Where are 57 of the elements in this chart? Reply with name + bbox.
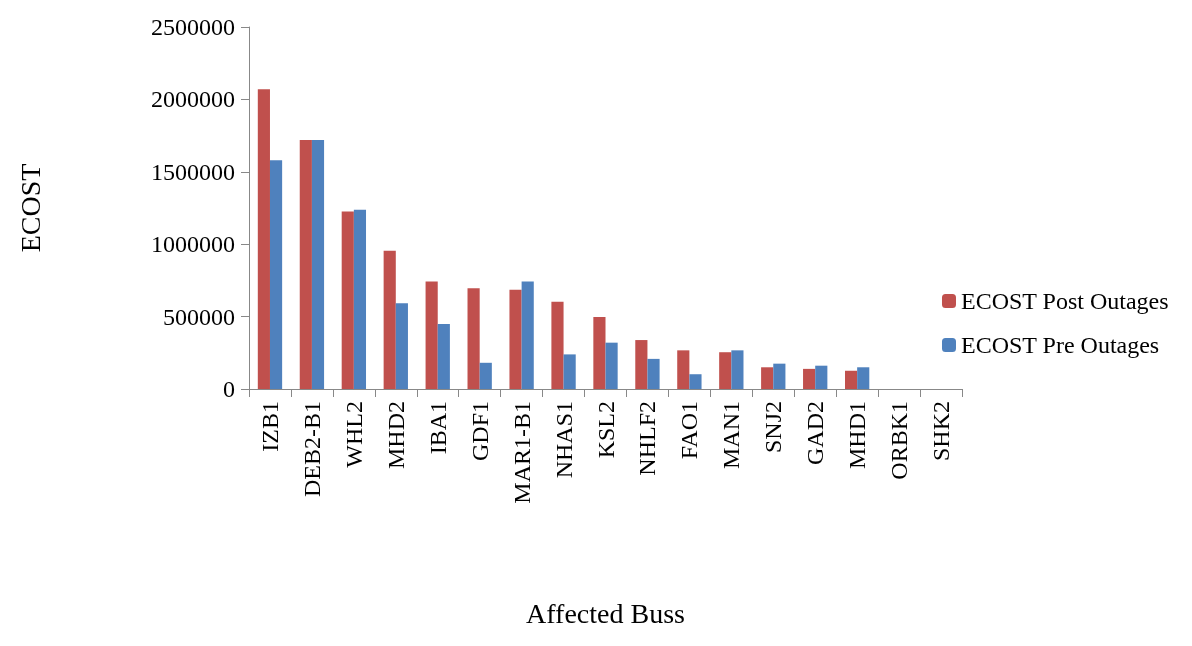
bar xyxy=(803,368,816,389)
bar xyxy=(425,281,438,389)
x-tick-label: DEB2-B1 xyxy=(298,401,325,497)
bar xyxy=(395,303,408,389)
y-tick-label: 500000 xyxy=(163,303,235,330)
bar xyxy=(437,323,450,389)
x-tick-label: KSL2 xyxy=(592,401,619,459)
bar xyxy=(593,317,606,389)
bar xyxy=(311,139,325,389)
bar xyxy=(521,281,534,389)
bar xyxy=(857,367,870,389)
y-tick-label: 1500000 xyxy=(151,158,235,185)
bar xyxy=(635,340,648,389)
x-axis-title: Affected Buss xyxy=(526,597,685,629)
bar xyxy=(563,354,576,389)
bar xyxy=(773,363,786,389)
bar xyxy=(761,367,774,389)
bar xyxy=(269,160,283,389)
bar xyxy=(677,350,690,389)
bar xyxy=(479,362,492,389)
x-tick-label: GDF1 xyxy=(466,401,493,462)
bar xyxy=(341,211,354,389)
bar xyxy=(689,374,702,389)
x-tick-label: MAR1-B1 xyxy=(508,401,535,504)
x-tick-label: WHL2 xyxy=(340,401,367,468)
bar xyxy=(299,139,312,389)
x-tick-label: SNJ2 xyxy=(760,401,787,454)
x-tick-label: IBA1 xyxy=(424,401,451,455)
bar xyxy=(509,289,522,389)
x-tick-label: FAO1 xyxy=(676,401,703,460)
bar xyxy=(844,370,858,389)
bar xyxy=(467,288,480,389)
x-tick-label: GAD2 xyxy=(802,401,829,465)
x-tick-label: MHD1 xyxy=(844,401,871,470)
bar xyxy=(647,358,660,389)
legend-label: ECOST Post Outages xyxy=(960,288,1169,314)
bar xyxy=(551,301,564,389)
y-axis-title: ECOST xyxy=(14,163,46,253)
y-tick-label: 1000000 xyxy=(151,231,235,258)
x-tick-label: MHD2 xyxy=(382,401,409,470)
legend-label: ECOST Pre Outages xyxy=(960,332,1160,358)
bar xyxy=(731,350,744,389)
x-tick-label: IZB1 xyxy=(256,401,283,452)
bar xyxy=(353,209,367,389)
x-tick-label: NHLF2 xyxy=(634,401,661,476)
y-tick-label: 2500000 xyxy=(151,14,235,40)
bar xyxy=(257,89,270,389)
x-tick-label: SHK2 xyxy=(928,401,955,462)
x-tick-label: MAN1 xyxy=(718,401,745,470)
y-tick-label: 0 xyxy=(223,376,235,402)
x-tick-label: NHAS1 xyxy=(550,401,577,479)
bar xyxy=(815,365,828,389)
y-tick-label: 2000000 xyxy=(151,86,235,113)
x-tick-label: ORBK1 xyxy=(886,401,913,480)
bar xyxy=(383,250,396,389)
bar xyxy=(719,352,732,389)
bar xyxy=(605,342,618,389)
